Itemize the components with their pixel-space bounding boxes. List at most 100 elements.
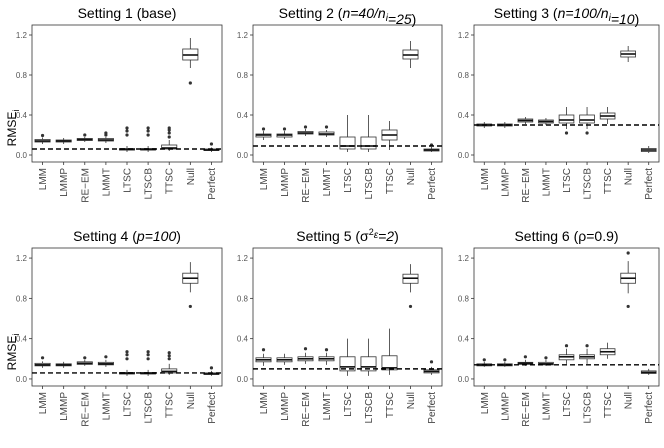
x-tick-label: LMM: [38, 392, 49, 414]
x-tick-label: LMM: [259, 392, 270, 414]
outlier-point: [303, 347, 308, 351]
box-perfect: [203, 142, 220, 152]
y-tick-label: 0.8: [237, 294, 249, 303]
x-tick-label: TTSC: [385, 168, 396, 194]
panel-title-part: n=40/n: [342, 5, 385, 21]
outlier-point: [83, 133, 87, 137]
outlier-point: [503, 358, 507, 362]
outlier-point: [282, 127, 287, 131]
x-tick-label: LMM: [480, 168, 491, 190]
panel-border: [473, 24, 660, 163]
box-lmmt: [97, 355, 114, 367]
box-iqr: [360, 136, 377, 150]
y-tick-label: 0.8: [16, 294, 28, 303]
box-null: [182, 262, 199, 309]
box-lmmt: [318, 125, 335, 137]
box-null: [402, 264, 419, 309]
y-tick-label: 0.0: [458, 375, 470, 384]
outlier-point: [482, 358, 486, 362]
x-tick-label: LMMP: [280, 392, 291, 421]
box-perfect: [423, 360, 440, 375]
y-tick-label: 0.0: [16, 151, 28, 160]
chart-panel-4: Setting 4 (p=100) 0.0 0.4 0.8 1.2 LMM LMMP RE−E…: [16, 228, 223, 427]
outlier-point: [104, 355, 108, 359]
box-re-em: [297, 347, 314, 364]
x-tick-label: Perfect: [207, 168, 218, 200]
x-tick-label: LMMP: [500, 392, 511, 421]
x-tick-label: LMMT: [101, 168, 112, 196]
x-tick-label: LMMP: [59, 392, 70, 421]
chart-panel-5: Setting 5 (σ2ε=2) 0.0 0.4 0.8 1.2 LMM LMMP RE−E…: [237, 227, 443, 427]
outlier-point: [40, 356, 45, 360]
panel-title-part: Setting 2 (: [279, 5, 343, 21]
chart-panel-2: Setting 2 (n=40/ni=25) 0.0 0.4 0.8 1.2 LMM LMM…: [237, 5, 443, 203]
box-lmm: [34, 356, 51, 368]
y-tick-label: 1.2: [16, 31, 28, 40]
x-tick-label: LMM: [259, 168, 270, 190]
x-tick-label: LTSCB: [144, 392, 155, 424]
x-tick-label: RE−EM: [521, 392, 532, 427]
x-tick-label: LTSCB: [583, 168, 594, 200]
box-ltsc: [339, 338, 356, 376]
panel-title: Setting 6 (ρ=0.9): [514, 228, 618, 244]
box-lmmp: [276, 127, 293, 139]
x-tick-label: LTSCB: [583, 392, 594, 424]
box-perfect: [640, 368, 657, 375]
box-iqr: [558, 114, 575, 124]
x-tick-label: Perfect: [427, 392, 438, 424]
x-tick-label: Null: [186, 392, 197, 409]
outlier-point: [125, 350, 129, 354]
x-tick-label: LMM: [480, 392, 491, 414]
box-ttsc: [381, 328, 398, 375]
outlier-point: [146, 129, 150, 133]
box-re-em: [76, 133, 93, 142]
panel-title-part: ): [412, 11, 417, 27]
x-tick-label: LMM: [38, 168, 49, 190]
x-tick-label: Null: [624, 168, 635, 185]
panel-title-part: =10: [611, 11, 635, 27]
outlier-point: [585, 344, 589, 348]
y-tick-label: 0.4: [458, 335, 470, 344]
x-tick-label: LMMT: [322, 392, 333, 420]
outlier-point: [40, 133, 45, 138]
panel-title-part: ε: [374, 230, 379, 241]
x-tick-label: TTSC: [165, 392, 176, 418]
panel-title-part: ): [176, 228, 181, 244]
outlier-point: [261, 127, 266, 131]
x-tick-label: RE−EM: [301, 392, 312, 427]
x-tick-label: RE−EM: [80, 168, 91, 203]
y-axis-label-sub: i: [11, 334, 21, 336]
y-tick-label: 1.2: [237, 31, 249, 40]
panel-title-part: i: [386, 13, 389, 24]
box-ttsc: [381, 121, 398, 150]
y-tick-label: 0.8: [16, 71, 28, 80]
outlier-point: [261, 348, 266, 352]
box-ltsc: [119, 350, 136, 376]
box-iqr: [339, 136, 356, 150]
box-null: [620, 251, 636, 309]
box-lmm: [34, 133, 51, 144]
box-lmmt: [97, 131, 114, 143]
y-tick-label: 1.2: [458, 254, 470, 263]
panel-title-part: Setting 6 (ρ=0.9): [514, 228, 618, 244]
box-ttsc: [161, 351, 178, 375]
outlier-point: [125, 357, 129, 361]
panel-title-part: Setting 3 (: [494, 5, 558, 21]
panel-title: Setting 4 (p=100): [73, 228, 181, 244]
outlier-point: [303, 125, 308, 129]
x-tick-label: Perfect: [644, 168, 655, 200]
x-tick-label: TTSC: [603, 168, 614, 194]
outlier-point: [146, 126, 150, 130]
y-tick-label: 0.0: [237, 375, 249, 384]
box-ltsc: [558, 107, 575, 135]
y-tick-label: 0.0: [237, 151, 249, 160]
panel-title-part: i: [609, 13, 612, 24]
box-re-em: [517, 117, 534, 124]
x-tick-label: Null: [186, 168, 197, 185]
y-tick-label: 0.8: [458, 294, 470, 303]
panel-title-part: Setting 5 (σ: [296, 228, 369, 244]
outlier-point: [167, 135, 171, 139]
box-ltscb: [579, 107, 595, 135]
x-tick-label: LMMP: [59, 168, 70, 197]
